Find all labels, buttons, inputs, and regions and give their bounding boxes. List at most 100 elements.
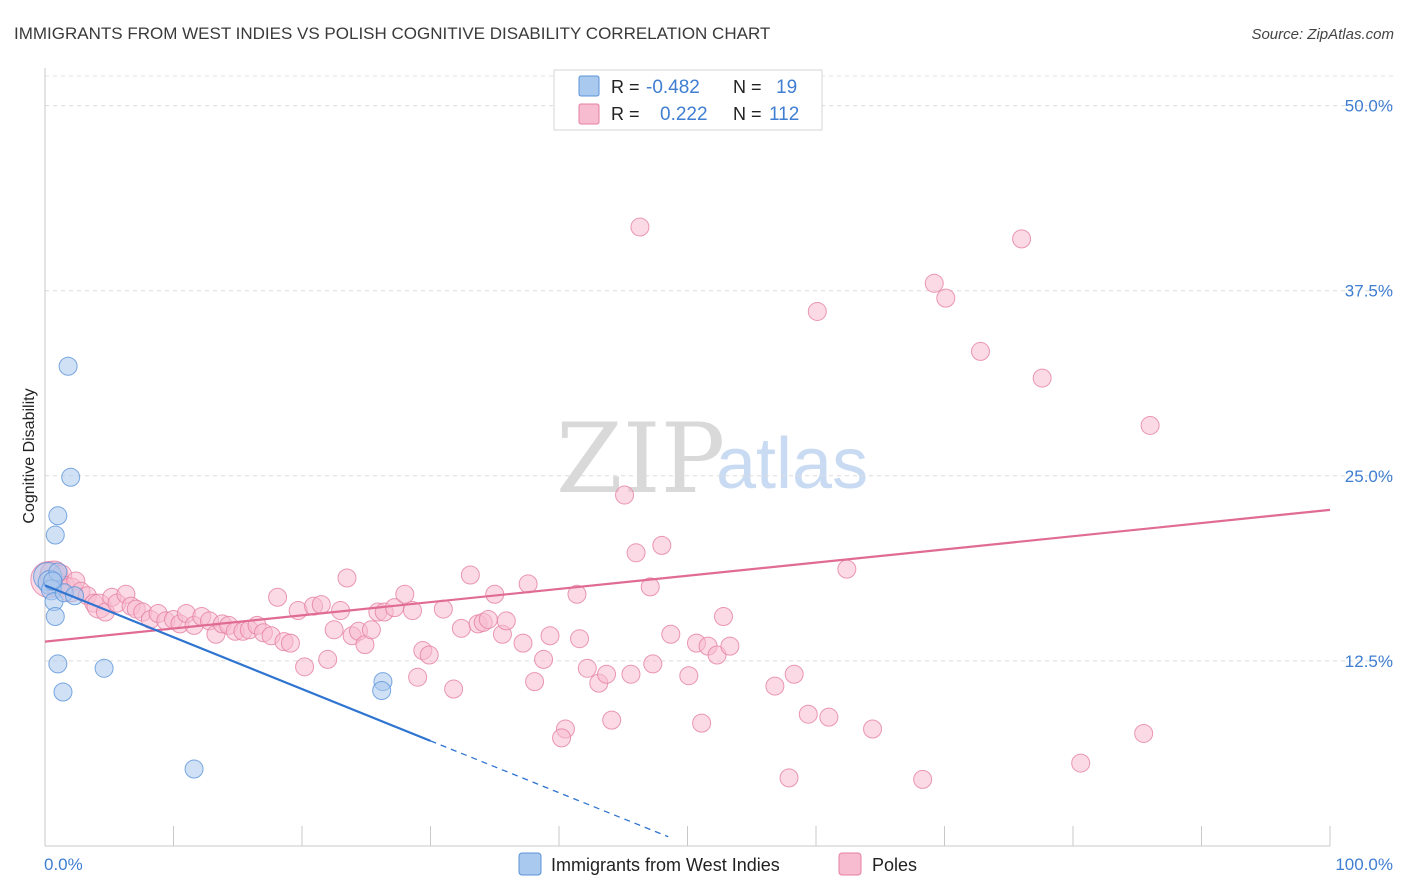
trend-lines	[44, 508, 1331, 838]
data-point-poles	[652, 535, 672, 555]
data-point-poles	[280, 633, 300, 653]
data-point-poles	[837, 559, 857, 579]
data-point-poles	[534, 649, 554, 669]
legend-swatch-poles	[578, 103, 600, 125]
data-point-poles	[621, 664, 641, 684]
x-tick-labels: 0.0% 100.0%	[44, 855, 1393, 874]
data-point-poles	[395, 584, 415, 604]
data-point-poles	[478, 609, 498, 629]
y-tick-labels: 12.5% 25.0% 37.5% 50.0%	[1345, 97, 1393, 671]
data-point-poles	[913, 769, 933, 789]
data-point-poles	[444, 679, 464, 699]
data-point-poles	[819, 707, 839, 727]
data-point-west-indies	[94, 658, 114, 678]
data-point-poles	[602, 710, 622, 730]
data-point-poles	[1134, 723, 1154, 743]
data-point-west-indies	[43, 571, 63, 591]
data-point-poles	[361, 620, 381, 640]
data-point-poles	[567, 584, 587, 604]
data-point-poles	[784, 664, 804, 684]
data-point-west-indies	[48, 654, 68, 674]
data-point-poles	[679, 666, 699, 686]
axes	[44, 68, 1331, 847]
data-point-poles	[324, 620, 344, 640]
data-point-west-indies	[58, 356, 78, 376]
data-point-poles	[924, 273, 944, 293]
legend-r-label: R =	[611, 77, 640, 97]
data-point-poles	[1012, 229, 1032, 249]
data-point-poles	[713, 606, 733, 626]
data-point-poles	[570, 629, 590, 649]
data-point-poles	[451, 618, 471, 638]
data-point-poles	[936, 288, 956, 308]
bottom-legend-label-west-indies: Immigrants from West Indies	[551, 855, 780, 875]
data-point-poles	[661, 624, 681, 644]
data-point-poles	[408, 667, 428, 687]
legend-n-label: N =	[733, 104, 762, 124]
data-point-poles	[577, 658, 597, 678]
data-point-poles	[337, 568, 357, 588]
data-point-west-indies	[48, 506, 68, 526]
x-tick-label: 100.0%	[1335, 855, 1393, 874]
data-point-poles	[640, 577, 660, 597]
data-point-poles	[403, 601, 423, 621]
y-tick-label: 25.0%	[1345, 467, 1393, 486]
data-point-poles	[692, 713, 712, 733]
data-point-poles	[765, 676, 785, 696]
watermark-atlas: atlas	[716, 424, 868, 504]
series-west-indies	[33, 356, 393, 779]
chart-source: Source: ZipAtlas.com	[1251, 26, 1394, 43]
chart-title: IMMIGRANTS FROM WEST INDIES VS POLISH CO…	[14, 24, 770, 43]
data-point-poles	[630, 217, 650, 237]
y-tick-label: 50.0%	[1345, 97, 1393, 116]
data-point-poles	[496, 611, 516, 631]
data-point-poles	[518, 574, 538, 594]
data-point-poles	[295, 657, 315, 677]
data-point-poles	[460, 565, 480, 585]
data-point-poles	[798, 704, 818, 724]
legend-n-label: N =	[733, 77, 762, 97]
bottom-legend-swatch-poles	[838, 852, 862, 876]
y-axis-label: Cognitive Disability	[21, 388, 38, 523]
data-point-poles	[525, 672, 545, 692]
data-point-poles	[1032, 368, 1052, 388]
y-tick-label: 37.5%	[1345, 282, 1393, 301]
trend-line-poles	[44, 508, 1331, 643]
data-point-west-indies	[45, 525, 65, 545]
data-point-poles	[433, 599, 453, 619]
data-point-poles	[318, 649, 338, 669]
watermark: ZIP atlas	[556, 403, 868, 515]
data-point-west-indies	[184, 759, 204, 779]
data-point-poles	[779, 768, 799, 788]
data-point-poles	[513, 633, 533, 653]
data-point-poles	[597, 664, 617, 684]
data-point-poles	[419, 645, 439, 665]
trend-line-west-indies-extension	[430, 740, 669, 838]
data-point-west-indies	[61, 467, 81, 487]
bottom-legend-label-poles: Poles	[872, 855, 917, 875]
data-point-poles	[863, 719, 883, 739]
data-point-west-indies	[372, 681, 392, 701]
data-point-west-indies	[45, 606, 65, 626]
data-point-west-indies	[53, 682, 73, 702]
legend-n-value: 112	[769, 104, 799, 125]
legend-r-value: -0.482	[646, 77, 700, 98]
data-point-poles	[268, 587, 288, 607]
legend-r-value: 0.222	[660, 104, 708, 125]
x-tick-label: 0.0%	[44, 855, 83, 874]
y-tick-label: 12.5%	[1345, 652, 1393, 671]
data-point-poles	[311, 595, 331, 615]
bottom-legend-swatch-west-indies	[518, 852, 542, 876]
legend: R = -0.482 N = 19 R = 0.222 N = 112	[553, 69, 823, 131]
trend-line-west-indies	[44, 584, 431, 742]
data-point-poles	[1071, 753, 1091, 773]
data-point-poles	[552, 728, 572, 748]
data-point-poles	[970, 341, 990, 361]
data-point-poles	[540, 626, 560, 646]
data-point-poles	[643, 654, 663, 674]
watermark-zip: ZIP	[556, 403, 725, 515]
legend-n-value: 19	[776, 77, 797, 98]
data-point-poles	[720, 636, 740, 656]
legend-r-label: R =	[611, 104, 640, 124]
